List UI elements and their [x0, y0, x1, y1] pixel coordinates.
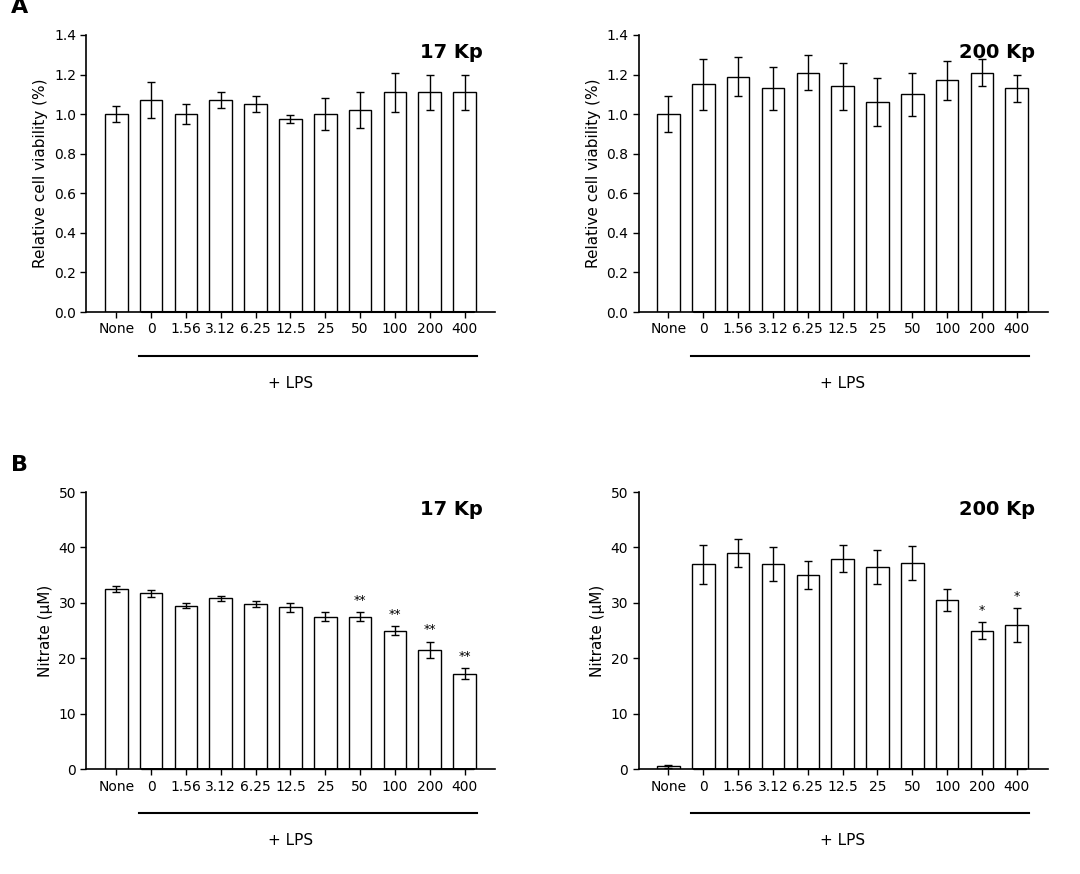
Text: *: * [978, 604, 985, 617]
Bar [139, 101, 162, 312]
Bar [936, 600, 958, 769]
Bar [418, 650, 441, 769]
Bar [139, 593, 162, 769]
Y-axis label: Nitrate (μM): Nitrate (μM) [38, 585, 53, 676]
Text: + LPS: + LPS [820, 833, 865, 848]
Bar [314, 617, 337, 769]
Bar [901, 94, 923, 312]
Bar [727, 553, 750, 769]
Text: + LPS: + LPS [268, 376, 313, 391]
Bar [657, 114, 679, 312]
Bar [866, 567, 889, 769]
Text: 17 Kp: 17 Kp [420, 44, 483, 62]
Bar [210, 101, 232, 312]
Bar [349, 110, 372, 312]
Bar [279, 607, 301, 769]
Bar [761, 564, 784, 769]
Bar [971, 73, 994, 312]
Bar [797, 575, 819, 769]
Bar [936, 80, 958, 312]
Text: **: ** [354, 593, 366, 607]
Text: B: B [11, 454, 28, 475]
Text: + LPS: + LPS [820, 376, 865, 391]
Text: 200 Kp: 200 Kp [959, 44, 1036, 62]
Text: + LPS: + LPS [268, 833, 313, 848]
Bar [105, 589, 127, 769]
Bar [175, 114, 198, 312]
Y-axis label: Relative cell viability (%): Relative cell viability (%) [33, 79, 49, 268]
Text: 17 Kp: 17 Kp [420, 501, 483, 519]
Bar [866, 102, 889, 312]
Bar [279, 119, 301, 312]
Text: **: ** [458, 649, 471, 662]
Text: **: ** [423, 623, 436, 636]
Bar [901, 563, 923, 769]
Bar [727, 77, 750, 312]
Bar [210, 599, 232, 769]
Bar [832, 558, 854, 769]
Bar [971, 631, 994, 769]
Bar [761, 88, 784, 312]
Bar [454, 93, 476, 312]
Bar [657, 766, 679, 769]
Text: *: * [1014, 590, 1020, 603]
Bar [383, 93, 406, 312]
Bar [349, 617, 372, 769]
Text: **: ** [389, 607, 402, 621]
Bar [244, 604, 267, 769]
Bar [797, 73, 819, 312]
Bar [105, 114, 127, 312]
Bar [692, 85, 715, 312]
Bar [175, 606, 198, 769]
Y-axis label: Relative cell viability (%): Relative cell viability (%) [585, 79, 600, 268]
Bar [454, 674, 476, 769]
Bar [383, 631, 406, 769]
Bar [1005, 625, 1028, 769]
Bar [418, 93, 441, 312]
Text: 200 Kp: 200 Kp [959, 501, 1036, 519]
Text: A: A [11, 0, 28, 17]
Y-axis label: Nitrate (μM): Nitrate (μM) [590, 585, 605, 676]
Bar [1005, 88, 1028, 312]
Bar [832, 87, 854, 312]
Bar [244, 104, 267, 312]
Bar [692, 564, 715, 769]
Bar [314, 114, 337, 312]
